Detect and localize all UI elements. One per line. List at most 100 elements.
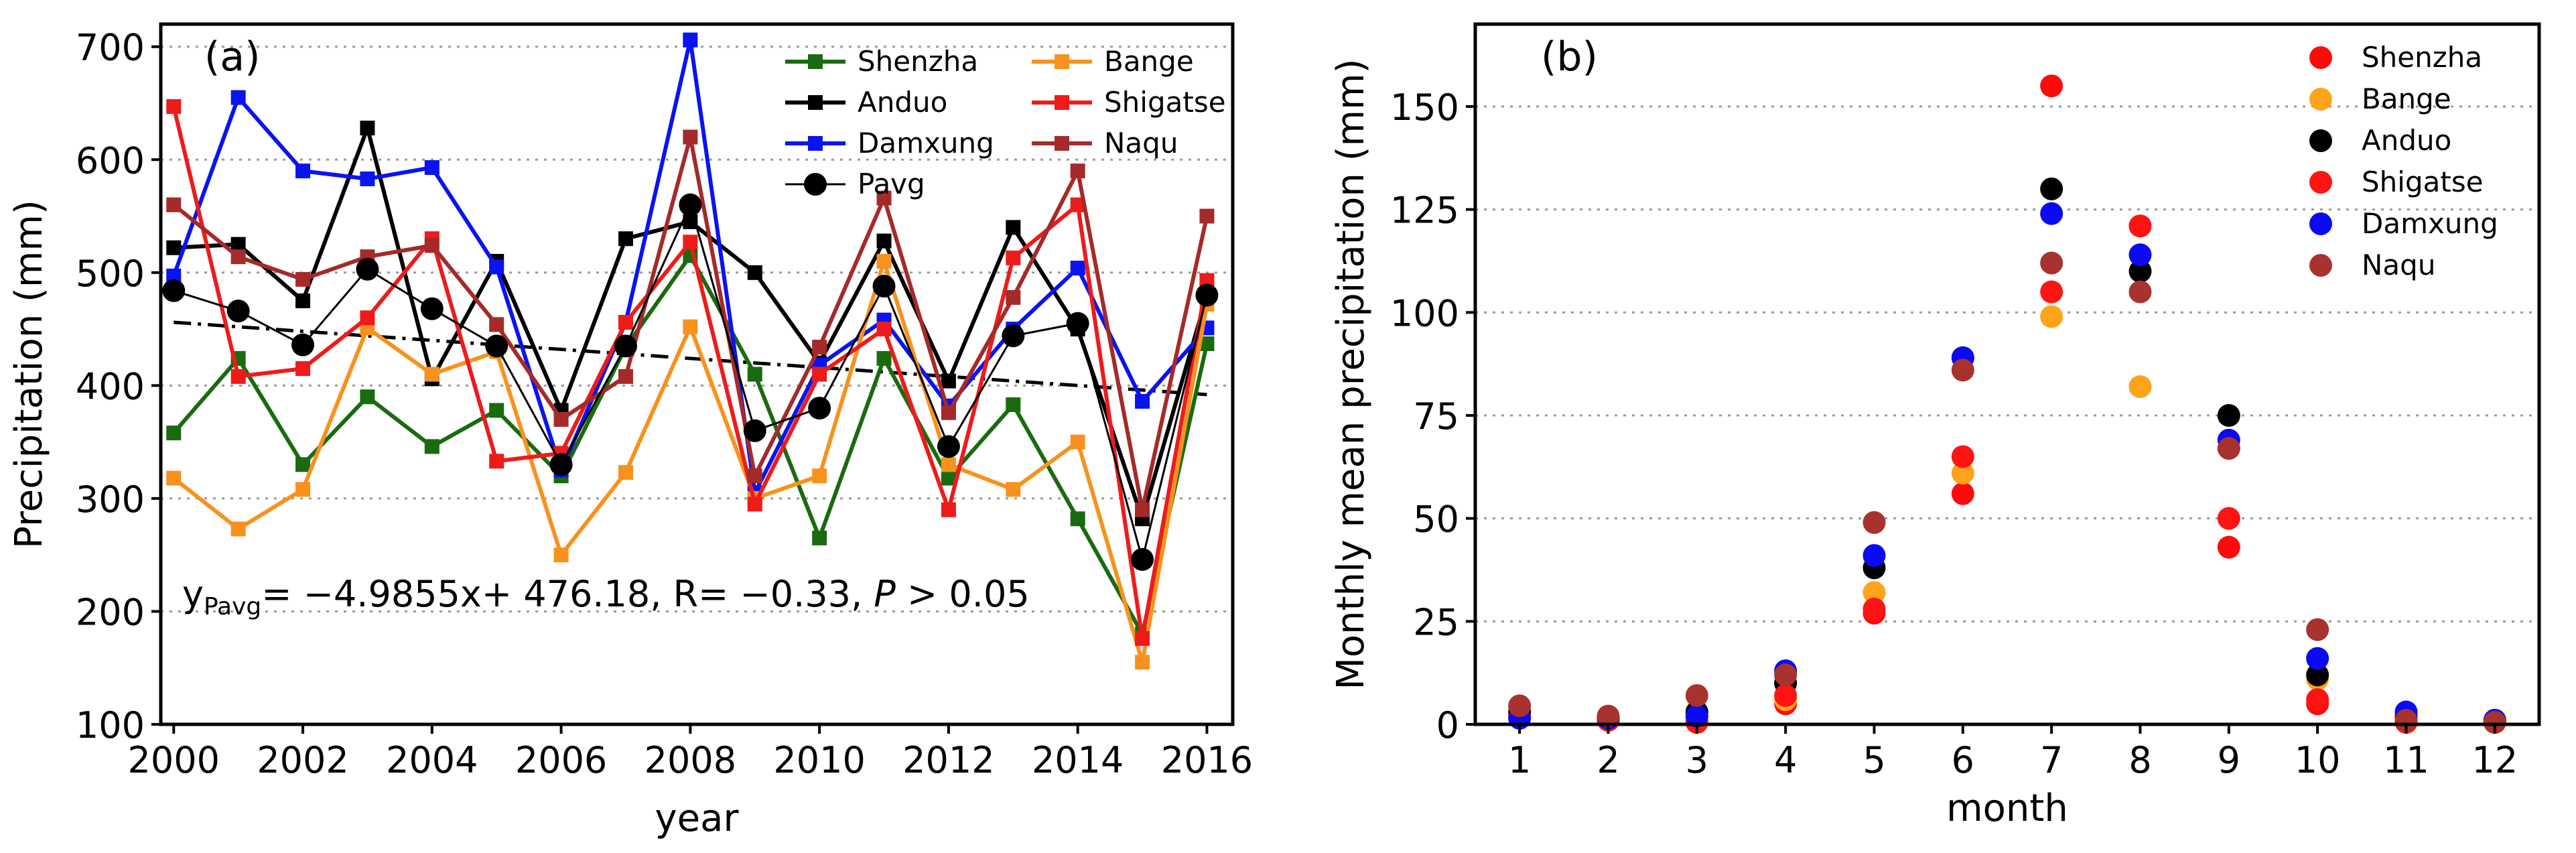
x-tick-label: 2004: [386, 739, 478, 781]
y-tick-label: 100: [76, 704, 145, 746]
data-point: [2217, 535, 2240, 559]
y-tick-label: 500: [76, 253, 145, 295]
legend-marker: [1055, 54, 1069, 69]
data-point: [743, 419, 766, 442]
x-tick-label: 2: [1597, 739, 1619, 781]
data-point: [747, 497, 762, 512]
x-tick-label: 4: [1774, 739, 1797, 781]
data-point: [226, 300, 250, 323]
data-point: [1135, 655, 1150, 670]
x-tick-label: 2006: [515, 739, 607, 781]
legend-item-bange: Bange: [2309, 82, 2451, 115]
legend-label: Anduo: [858, 86, 947, 119]
data-point: [1951, 482, 1974, 505]
legend-item-naqu: Naqu: [2309, 249, 2435, 281]
x-tick-label: 2000: [128, 739, 220, 781]
data-point: [876, 190, 892, 206]
x-tick-label: 2002: [257, 739, 348, 781]
data-point: [1135, 393, 1150, 409]
data-point: [424, 238, 439, 253]
data-point: [679, 193, 702, 216]
data-point: [2483, 710, 2506, 734]
panel-b-gridlines: [1475, 105, 2539, 622]
data-point: [295, 457, 311, 472]
data-point: [812, 530, 827, 545]
data-point: [941, 373, 956, 389]
legend-item-shenzha: Shenzha: [2309, 41, 2482, 74]
data-point: [230, 90, 246, 105]
panel-a: 100 200 300 400 500 600 700 2000 2002 2004 2006 200…: [7, 22, 1253, 840]
data-point: [1862, 597, 1886, 620]
data-point: [489, 317, 504, 332]
legend-label: Naqu: [2362, 249, 2435, 281]
series-shenzha: [1508, 74, 2506, 734]
data-point: [553, 547, 569, 563]
x-tick-label: 2008: [645, 739, 736, 781]
data-point: [360, 389, 375, 405]
data-point: [230, 249, 246, 265]
data-point: [941, 502, 956, 517]
data-point: [2128, 280, 2152, 304]
data-point: [2128, 243, 2152, 267]
data-point: [489, 454, 504, 469]
data-point: [2040, 251, 2063, 275]
data-point: [1862, 543, 1886, 567]
legend-marker: [2309, 212, 2332, 235]
x-tick-label: 1: [1508, 739, 1531, 781]
panel-a-series: [162, 32, 1219, 670]
y-tick-label: 600: [76, 139, 145, 182]
x-tick-label: 9: [2218, 739, 2240, 781]
annotation-y: y: [182, 573, 204, 615]
data-point: [876, 253, 892, 269]
data-point: [1508, 694, 1532, 718]
data-point: [1199, 208, 1215, 224]
data-point: [1685, 704, 1708, 728]
panel-a-regression-annotation: yPavg= −4.9855x+ 476.18, R= −0.33, P > 0…: [182, 573, 1030, 620]
data-point: [683, 235, 698, 250]
data-point: [747, 468, 762, 484]
x-tick-label: 2012: [902, 739, 994, 781]
legend-item-pavg: Pavg: [785, 168, 925, 200]
data-point: [683, 32, 698, 48]
data-point: [1070, 511, 1085, 527]
data-point: [356, 257, 379, 281]
data-point: [808, 397, 831, 420]
x-tick-label: 2010: [773, 739, 865, 781]
series-line: [172, 106, 1209, 641]
data-point: [424, 439, 439, 454]
data-point: [2217, 437, 2240, 460]
legend-label: Shenzha: [2362, 41, 2482, 74]
series-damxung: [1508, 202, 2506, 732]
data-point: [166, 425, 182, 441]
data-point: [424, 160, 439, 176]
data-point: [295, 482, 311, 497]
legend-label: Damxung: [858, 127, 994, 159]
data-point: [1066, 312, 1089, 335]
y-tick-label: 100: [1390, 292, 1459, 334]
y-tick-label: 200: [76, 591, 145, 633]
legend-marker: [804, 173, 827, 196]
data-point: [2306, 663, 2329, 687]
data-point: [295, 271, 311, 287]
data-point: [166, 470, 182, 486]
data-point: [937, 435, 960, 458]
data-point: [618, 231, 633, 247]
data-point: [1774, 663, 1798, 687]
data-point: [683, 129, 698, 145]
panel-b-series: [1508, 74, 2506, 734]
data-point: [549, 453, 573, 476]
legend-marker: [2309, 254, 2332, 277]
data-point: [1006, 482, 1021, 497]
data-point: [166, 197, 182, 212]
data-point: [812, 468, 827, 484]
legend-item-bange: Bange: [1032, 45, 1194, 78]
data-point: [166, 268, 182, 283]
data-point: [1135, 631, 1150, 646]
legend-marker: [808, 136, 823, 151]
data-point: [2306, 618, 2329, 641]
data-point: [360, 171, 375, 186]
panel-b-frame: [1473, 22, 2541, 726]
panel-b-x-axis-label: month: [1946, 787, 2068, 830]
data-point: [1951, 462, 1974, 485]
data-point: [876, 322, 892, 337]
